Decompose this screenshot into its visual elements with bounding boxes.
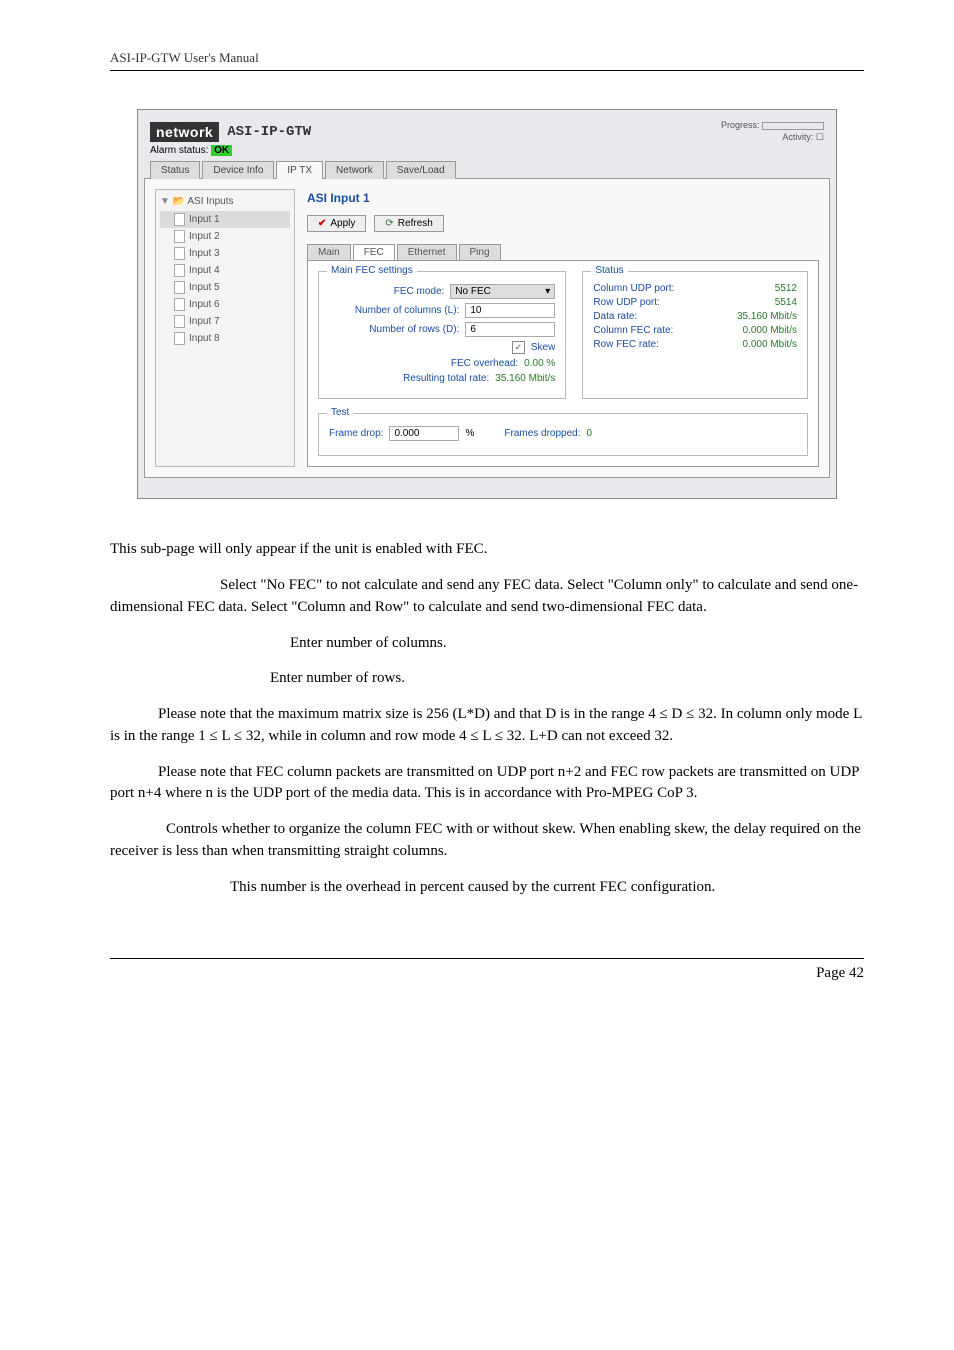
subtab-fec[interactable]: FEC (353, 244, 395, 260)
skew-checkbox[interactable]: ✓ (512, 341, 525, 354)
para-fec-mode: Select "No FEC" to not calculate and sen… (110, 575, 864, 619)
file-icon (174, 247, 185, 260)
total-rate-label: Resulting total rate: (329, 373, 489, 384)
app-screenshot: network ASI-IP-GTW Progress: Activity: ☐… (137, 109, 837, 499)
cols-label: Number of columns (L): (329, 305, 459, 316)
sub-tab-bar: Main FEC Ethernet Ping (307, 244, 819, 260)
file-icon (174, 298, 185, 311)
para-cols: Enter number of columns. (110, 633, 864, 655)
file-icon (174, 230, 185, 243)
para-rows: Enter number of rows. (110, 668, 864, 690)
progress-bar (762, 122, 824, 130)
fec-legend: Main FEC settings (327, 265, 417, 276)
file-icon (174, 332, 185, 345)
para-note-ports: Please note that FEC column packets are … (110, 762, 864, 806)
para-note-matrix: Please note that the maximum matrix size… (110, 704, 864, 748)
subtab-main[interactable]: Main (307, 244, 351, 260)
apply-button[interactable]: ✔Apply (307, 215, 366, 232)
tree-item-input3[interactable]: Input 3 (160, 245, 290, 262)
test-fieldset: Test Frame drop: 0.000 % Frames dropped:… (318, 413, 808, 456)
frames-dropped-label: Frames dropped: (504, 428, 580, 439)
folder-icon: 📂 (173, 196, 185, 207)
tree-item-input1[interactable]: Input 1 (160, 211, 290, 228)
tab-save-load[interactable]: Save/Load (386, 161, 456, 179)
fec-settings-fieldset: Main FEC settings FEC mode: No FEC▾ Numb… (318, 271, 566, 399)
app-logo: network (150, 122, 219, 142)
status-legend: Status (591, 265, 627, 276)
apply-icon: ✔ (318, 218, 326, 229)
overhead-label: FEC overhead: (329, 358, 518, 369)
frames-dropped-value: 0 (587, 428, 593, 439)
cols-input[interactable]: 10 (465, 303, 555, 318)
refresh-button[interactable]: ⟳Refresh (374, 215, 443, 232)
tree-item-input2[interactable]: Input 2 (160, 228, 290, 245)
tree-item-input6[interactable]: Input 6 (160, 296, 290, 313)
main-tab-bar: Status Device Info IP TX Network Save/Lo… (144, 160, 830, 179)
skew-label: Skew (531, 342, 555, 353)
document-body: This sub-page will only appear if the un… (110, 539, 864, 898)
subtab-ping[interactable]: Ping (459, 244, 501, 260)
page-footer: Page 42 (110, 958, 864, 982)
status-row: Column FEC rate:0.000 Mbit/s (593, 325, 797, 336)
subtab-ethernet[interactable]: Ethernet (397, 244, 457, 260)
tree-item-input8[interactable]: Input 8 (160, 330, 290, 347)
para-skew: Controls whether to organize the column … (110, 819, 864, 863)
frame-drop-input[interactable]: 0.000 (389, 426, 459, 441)
file-icon (174, 281, 185, 294)
status-fieldset: Status Column UDP port:5512 Row UDP port… (582, 271, 808, 399)
panel-title: ASI Input 1 (307, 191, 819, 205)
tree-item-input5[interactable]: Input 5 (160, 279, 290, 296)
expand-arrow-icon: ▼ (160, 196, 170, 207)
file-icon (174, 315, 185, 328)
rows-input[interactable]: 6 (465, 322, 555, 337)
para-overhead: This number is the overhead in percent c… (110, 877, 864, 899)
status-row: Column UDP port:5512 (593, 283, 797, 294)
overhead-value: 0.00 % (524, 358, 555, 369)
test-legend: Test (327, 407, 353, 418)
tab-ip-tx[interactable]: IP TX (276, 161, 323, 179)
status-row: Row UDP port:5514 (593, 297, 797, 308)
status-row: Data rate:35.160 Mbit/s (593, 311, 797, 322)
tree-item-input4[interactable]: Input 4 (160, 262, 290, 279)
page-header: ASI-IP-GTW User's Manual (110, 50, 864, 71)
tree-root[interactable]: ▼ 📂 ASI Inputs (160, 196, 290, 207)
chevron-down-icon: ▾ (545, 286, 550, 297)
frame-drop-label: Frame drop: (329, 428, 383, 439)
file-icon (174, 213, 185, 226)
alarm-status: Alarm status: OK (144, 145, 830, 160)
file-icon (174, 264, 185, 277)
progress-activity: Progress: Activity: ☐ (721, 120, 824, 143)
para-intro: This sub-page will only appear if the un… (110, 539, 864, 561)
sidebar-tree: ▼ 📂 ASI Inputs Input 1 Input 2 Input 3 I… (155, 189, 295, 467)
tab-network[interactable]: Network (325, 161, 384, 179)
rows-label: Number of rows (D): (329, 324, 459, 335)
page-number: Page 42 (816, 965, 864, 981)
fec-mode-label: FEC mode: (329, 286, 444, 297)
tree-item-input7[interactable]: Input 7 (160, 313, 290, 330)
tab-status[interactable]: Status (150, 161, 200, 179)
product-name: ASI-IP-GTW (227, 124, 311, 140)
tab-device-info[interactable]: Device Info (202, 161, 274, 179)
refresh-icon: ⟳ (385, 218, 393, 229)
total-rate-value: 35.160 Mbit/s (495, 373, 555, 384)
status-row: Row FEC rate:0.000 Mbit/s (593, 339, 797, 350)
fec-mode-select[interactable]: No FEC▾ (450, 284, 555, 299)
header-title: ASI-IP-GTW User's Manual (110, 50, 259, 65)
alarm-ok-badge: OK (211, 145, 232, 156)
